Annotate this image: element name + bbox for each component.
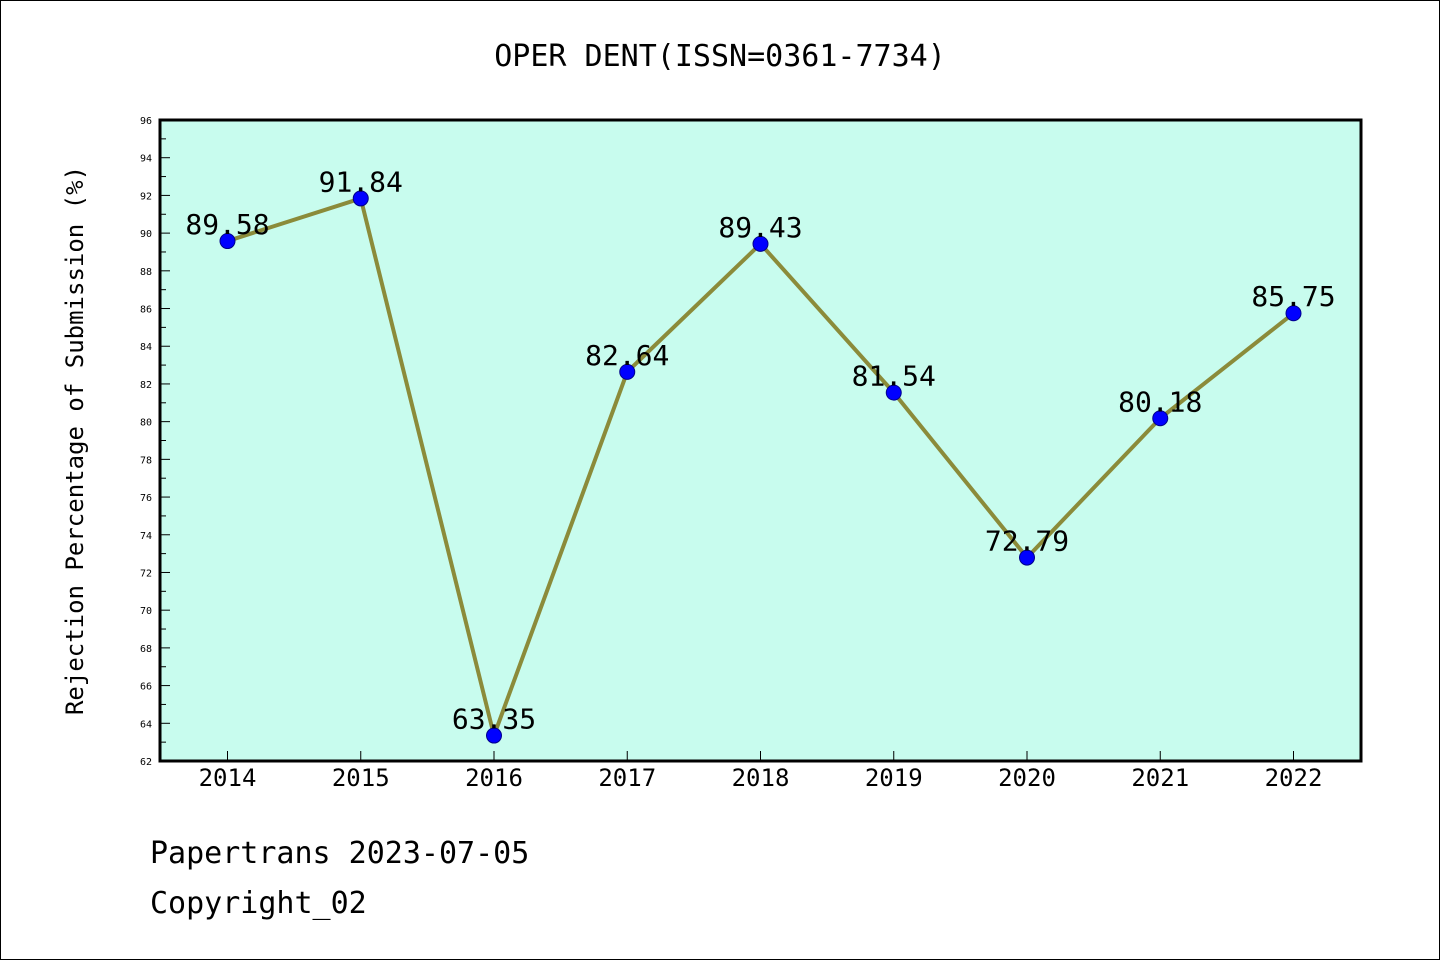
data-labels: 89.58 91.84 63.35 82.64 89.43 81.54 72.79 80.18… bbox=[185, 165, 1335, 735]
y-tick-label: 96 bbox=[140, 116, 152, 127]
footer-copyright: Copyright_02 bbox=[150, 886, 367, 921]
y-tick-label: 90 bbox=[140, 229, 152, 240]
y-tick-label: 78 bbox=[140, 455, 152, 466]
data-label: 80.18 bbox=[1118, 385, 1202, 418]
x-tick-label: 2021 bbox=[1131, 764, 1189, 792]
data-label: 85.75 bbox=[1251, 280, 1335, 313]
plot-border bbox=[158, 118, 1363, 763]
axis-ticks: 62 64 66 68 70 72 74 76 78 80 82 84 86 88 90 92 94 96 2014… bbox=[140, 116, 1322, 792]
x-tick-label: 2018 bbox=[732, 764, 790, 792]
x-tick-label: 2017 bbox=[598, 764, 656, 792]
plot-area bbox=[160, 120, 1361, 761]
y-tick-label: 82 bbox=[140, 380, 152, 391]
data-label: 89.58 bbox=[185, 208, 269, 241]
y-tick-label: 86 bbox=[140, 305, 152, 316]
x-tick-label: 2019 bbox=[865, 764, 923, 792]
y-tick-label: 84 bbox=[140, 342, 152, 353]
y-tick-label: 76 bbox=[140, 493, 152, 504]
y-axis-label: Rejection Percentage of Submission (%) bbox=[61, 166, 89, 715]
x-tick-label: 2016 bbox=[465, 764, 523, 792]
footer-date: Papertrans 2023-07-05 bbox=[150, 836, 530, 871]
data-point bbox=[619, 363, 636, 380]
y-tick-label: 64 bbox=[140, 719, 152, 730]
x-tick-label: 2020 bbox=[998, 764, 1056, 792]
data-point bbox=[1285, 305, 1302, 322]
y-tick-label: 80 bbox=[140, 418, 152, 429]
data-point bbox=[752, 235, 769, 252]
y-tick-label: 92 bbox=[140, 191, 152, 202]
data-point bbox=[219, 233, 236, 250]
x-tick-label: 2022 bbox=[1265, 764, 1323, 792]
y-tick-label: 62 bbox=[140, 757, 152, 768]
data-point bbox=[885, 384, 902, 401]
y-tick-label: 66 bbox=[140, 682, 152, 693]
y-tick-label: 72 bbox=[140, 568, 152, 579]
data-label: 81.54 bbox=[852, 360, 936, 393]
y-tick-label: 88 bbox=[140, 267, 152, 278]
y-tick-label: 70 bbox=[140, 606, 152, 617]
data-point bbox=[486, 727, 502, 744]
data-label: 63.35 bbox=[452, 703, 536, 736]
y-tick-label: 74 bbox=[140, 531, 152, 542]
data-label: 89.43 bbox=[718, 211, 802, 244]
data-points bbox=[219, 190, 1302, 744]
data-label: 72.79 bbox=[985, 525, 1069, 558]
data-point bbox=[1152, 410, 1169, 427]
chart-title: OPER DENT(ISSN=0361-7734) bbox=[494, 39, 946, 74]
x-tick-label: 2014 bbox=[199, 764, 257, 792]
data-point bbox=[1019, 549, 1035, 566]
data-point bbox=[352, 190, 369, 207]
y-tick-label: 94 bbox=[140, 154, 152, 165]
data-label: 91.84 bbox=[319, 165, 403, 198]
data-label: 82.64 bbox=[585, 339, 669, 372]
y-tick-label: 68 bbox=[140, 644, 152, 655]
x-tick-label: 2015 bbox=[332, 764, 390, 792]
